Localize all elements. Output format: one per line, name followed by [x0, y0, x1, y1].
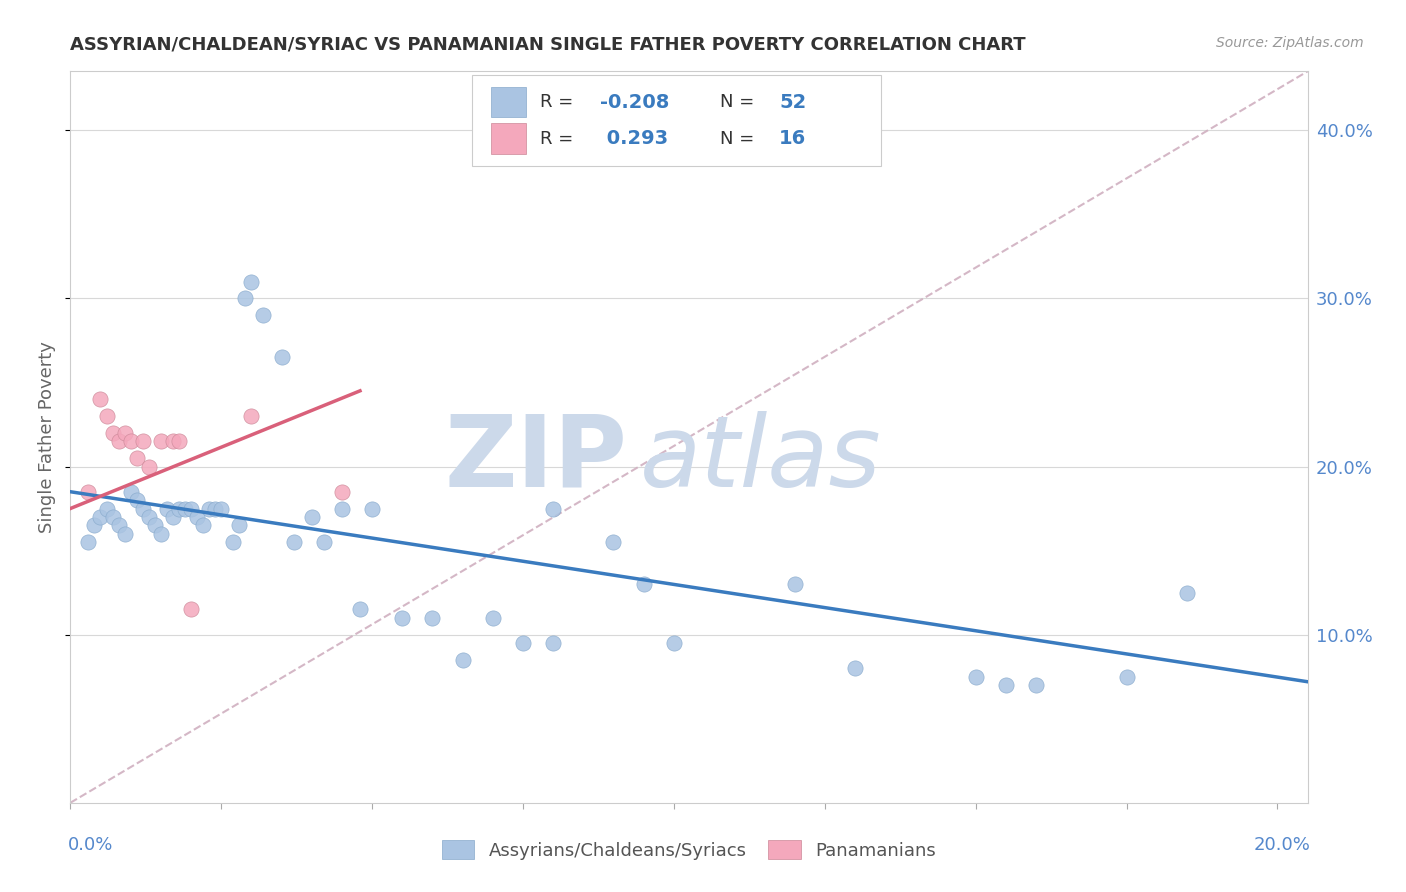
- Point: [180, 501, 202, 516]
- Point: [138, 459, 160, 474]
- Point: [96, 501, 118, 516]
- Text: 16: 16: [779, 129, 807, 148]
- Point: [361, 501, 384, 516]
- Point: [330, 501, 353, 516]
- Point: [222, 535, 245, 549]
- Point: [149, 526, 172, 541]
- Point: [662, 636, 685, 650]
- Point: [783, 577, 806, 591]
- Point: [83, 518, 105, 533]
- Text: 0.293: 0.293: [600, 129, 668, 148]
- Point: [138, 510, 160, 524]
- Point: [240, 275, 263, 289]
- Point: [965, 670, 987, 684]
- Text: 52: 52: [779, 93, 807, 112]
- Point: [186, 510, 208, 524]
- Point: [162, 434, 184, 449]
- Point: [149, 434, 172, 449]
- Point: [174, 501, 197, 516]
- Point: [120, 434, 142, 449]
- Point: [132, 434, 155, 449]
- FancyBboxPatch shape: [472, 75, 880, 167]
- Text: ASSYRIAN/CHALDEAN/SYRIAC VS PANAMANIAN SINGLE FATHER POVERTY CORRELATION CHART: ASSYRIAN/CHALDEAN/SYRIAC VS PANAMANIAN S…: [70, 36, 1026, 54]
- Point: [77, 535, 100, 549]
- Point: [180, 602, 202, 616]
- FancyBboxPatch shape: [491, 123, 526, 154]
- Point: [96, 409, 118, 423]
- Legend: Assyrians/Chaldeans/Syriacs, Panamanians: Assyrians/Chaldeans/Syriacs, Panamanians: [441, 840, 936, 860]
- Point: [1025, 678, 1047, 692]
- Point: [252, 308, 274, 322]
- Point: [512, 636, 534, 650]
- Point: [481, 611, 503, 625]
- Point: [541, 636, 564, 650]
- Point: [301, 510, 323, 524]
- Point: [283, 535, 305, 549]
- Point: [633, 577, 655, 591]
- Text: atlas: atlas: [640, 410, 882, 508]
- Point: [167, 501, 190, 516]
- Text: R =: R =: [540, 93, 579, 112]
- Point: [994, 678, 1017, 692]
- Point: [125, 493, 148, 508]
- Point: [162, 510, 184, 524]
- Text: ZIP: ZIP: [444, 410, 627, 508]
- Point: [107, 434, 129, 449]
- Point: [107, 518, 129, 533]
- Point: [167, 434, 190, 449]
- Point: [89, 510, 111, 524]
- Point: [240, 409, 263, 423]
- Text: -0.208: -0.208: [600, 93, 669, 112]
- Point: [114, 526, 136, 541]
- Point: [233, 291, 256, 305]
- Point: [120, 484, 142, 499]
- Point: [209, 501, 232, 516]
- Text: R =: R =: [540, 129, 579, 148]
- Point: [330, 484, 353, 499]
- Point: [270, 350, 292, 364]
- Point: [541, 501, 564, 516]
- Point: [204, 501, 226, 516]
- Text: 0.0%: 0.0%: [67, 836, 114, 854]
- Point: [1115, 670, 1137, 684]
- Point: [101, 510, 124, 524]
- Point: [451, 653, 474, 667]
- Point: [198, 501, 221, 516]
- Point: [143, 518, 166, 533]
- Point: [602, 535, 624, 549]
- Y-axis label: Single Father Poverty: Single Father Poverty: [38, 341, 56, 533]
- Point: [191, 518, 214, 533]
- Text: N =: N =: [720, 93, 759, 112]
- Text: N =: N =: [720, 129, 759, 148]
- Point: [1175, 585, 1198, 599]
- Point: [391, 611, 413, 625]
- Point: [228, 518, 250, 533]
- Text: 20.0%: 20.0%: [1253, 836, 1310, 854]
- Point: [101, 425, 124, 440]
- Point: [89, 392, 111, 407]
- Point: [125, 451, 148, 466]
- Point: [77, 484, 100, 499]
- Point: [312, 535, 335, 549]
- Point: [156, 501, 179, 516]
- Point: [114, 425, 136, 440]
- Point: [132, 501, 155, 516]
- Point: [422, 611, 444, 625]
- Point: [844, 661, 866, 675]
- Text: Source: ZipAtlas.com: Source: ZipAtlas.com: [1216, 36, 1364, 50]
- Point: [349, 602, 371, 616]
- FancyBboxPatch shape: [491, 87, 526, 118]
